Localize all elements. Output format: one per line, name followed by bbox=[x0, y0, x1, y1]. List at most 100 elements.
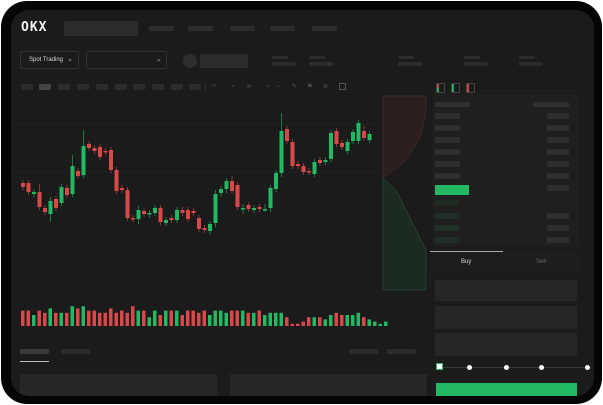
tab-order-history[interactable] bbox=[61, 349, 90, 354]
total-input[interactable] bbox=[435, 333, 577, 356]
ask-amount bbox=[547, 185, 569, 191]
timeframe-button[interactable] bbox=[133, 84, 145, 90]
candle-body bbox=[120, 188, 124, 190]
draw-tool-icon[interactable]: ⊳ bbox=[247, 84, 253, 90]
nav-item[interactable] bbox=[312, 26, 337, 31]
tab-open-orders[interactable] bbox=[20, 349, 49, 354]
price-input[interactable] bbox=[435, 280, 577, 301]
candle-body bbox=[296, 164, 300, 166]
candle-body bbox=[21, 183, 25, 187]
timeframe-button[interactable] bbox=[171, 84, 183, 90]
candle-body bbox=[246, 205, 251, 209]
volume-bar bbox=[70, 306, 74, 326]
filter-button[interactable] bbox=[349, 349, 378, 354]
candle-body bbox=[202, 228, 207, 230]
timeframe-button[interactable] bbox=[189, 84, 201, 90]
fullscreen-icon[interactable] bbox=[339, 83, 346, 90]
volume-bar bbox=[109, 308, 113, 326]
view-all-button[interactable] bbox=[387, 349, 416, 354]
volume-bar bbox=[147, 317, 151, 326]
volume-bar bbox=[224, 312, 228, 326]
stat-label bbox=[519, 56, 535, 59]
market-type-label: Spot Trading bbox=[29, 57, 64, 63]
chevron-down-icon[interactable]: ⌄ bbox=[265, 82, 271, 89]
slider-mark-25[interactable] bbox=[467, 365, 472, 370]
bid-amount bbox=[547, 237, 569, 243]
timeframe-button[interactable] bbox=[96, 84, 108, 90]
volume-bar bbox=[329, 315, 333, 326]
orderbook-both-icon[interactable] bbox=[436, 83, 445, 93]
camera-icon[interactable]: ◙ bbox=[308, 83, 312, 89]
active-tab-indicator bbox=[430, 251, 503, 252]
stat-value bbox=[519, 62, 543, 66]
line-tool-icon[interactable]: ∼ bbox=[276, 84, 282, 90]
candle-body bbox=[37, 192, 42, 207]
tab-buy[interactable]: Buy bbox=[461, 259, 472, 265]
candle-body bbox=[197, 218, 201, 229]
amount-slider[interactable] bbox=[440, 367, 590, 368]
timeframe-button[interactable] bbox=[21, 84, 33, 90]
candle-body bbox=[131, 218, 135, 220]
slider-mark-50[interactable] bbox=[504, 365, 509, 370]
indicator-icon[interactable]: ∞ bbox=[212, 83, 217, 89]
volume-bar bbox=[235, 310, 239, 326]
timeframe-button[interactable] bbox=[115, 84, 127, 90]
candle-body bbox=[136, 210, 141, 219]
volume-bar bbox=[164, 310, 168, 326]
search-box[interactable] bbox=[64, 21, 138, 36]
chevron-down-icon[interactable]: ⌄ bbox=[230, 82, 236, 89]
slider-mark-75[interactable] bbox=[539, 365, 544, 370]
nav-item[interactable] bbox=[188, 26, 213, 31]
app-screen: OKX Spot Trading ⌄ ⌄ ∞ ⌄ ⊳ ⌄ ∼ ✎ ◙ ⊚ Buy… bbox=[11, 10, 594, 396]
volume-bar bbox=[219, 310, 223, 326]
price-ticker bbox=[200, 54, 248, 68]
volume-bar bbox=[92, 310, 96, 326]
volume-bar bbox=[230, 310, 234, 326]
volume-bar bbox=[362, 317, 366, 326]
nav-item[interactable] bbox=[230, 26, 255, 31]
chart-layer bbox=[11, 95, 427, 326]
candle-body bbox=[87, 144, 91, 148]
candle-body bbox=[180, 210, 185, 213]
pair-dropdown[interactable]: ⌄ bbox=[86, 51, 167, 69]
nav-item[interactable] bbox=[270, 26, 295, 31]
candle-body bbox=[279, 131, 284, 173]
candle-body bbox=[208, 224, 212, 231]
candle-body bbox=[48, 201, 53, 214]
ask-amount bbox=[547, 173, 569, 179]
timeframe-button[interactable] bbox=[77, 84, 89, 90]
volume-bar bbox=[345, 315, 349, 326]
orderbook-buy-icon[interactable] bbox=[451, 83, 460, 93]
settings-icon[interactable]: ⊚ bbox=[323, 84, 329, 90]
tab-sell[interactable]: Sell bbox=[536, 259, 547, 265]
volume-bar bbox=[26, 310, 30, 326]
stat-value bbox=[398, 62, 422, 66]
ask-price bbox=[435, 161, 460, 167]
okx-logo[interactable]: OKX bbox=[21, 20, 48, 35]
candle-body bbox=[158, 208, 163, 222]
volume-bar bbox=[158, 315, 162, 326]
volume-bar bbox=[323, 319, 327, 326]
stat-label bbox=[464, 56, 480, 59]
market-type-dropdown[interactable]: Spot Trading ⌄ bbox=[20, 51, 79, 69]
slider-mark-100[interactable] bbox=[585, 365, 590, 370]
stat-value bbox=[309, 62, 333, 66]
timeframe-button[interactable] bbox=[58, 84, 70, 90]
candle-body bbox=[307, 171, 311, 173]
candle-body bbox=[224, 181, 229, 189]
amount-input[interactable] bbox=[435, 306, 577, 329]
timeframe-button[interactable] bbox=[152, 84, 164, 90]
volume-bar bbox=[252, 312, 256, 326]
nav-item[interactable] bbox=[149, 26, 174, 31]
active-tab-indicator bbox=[20, 361, 49, 362]
candle-body bbox=[257, 207, 262, 209]
buy-button[interactable] bbox=[436, 383, 577, 396]
pencil-icon[interactable]: ✎ bbox=[292, 84, 298, 90]
timeframe-button[interactable] bbox=[39, 84, 51, 90]
volume-bar bbox=[103, 312, 107, 326]
candle-body bbox=[263, 209, 267, 211]
slider-handle[interactable] bbox=[436, 363, 443, 370]
orderbook-sell-icon[interactable] bbox=[466, 83, 475, 93]
candle-body bbox=[169, 218, 174, 220]
candle-body bbox=[186, 210, 190, 219]
